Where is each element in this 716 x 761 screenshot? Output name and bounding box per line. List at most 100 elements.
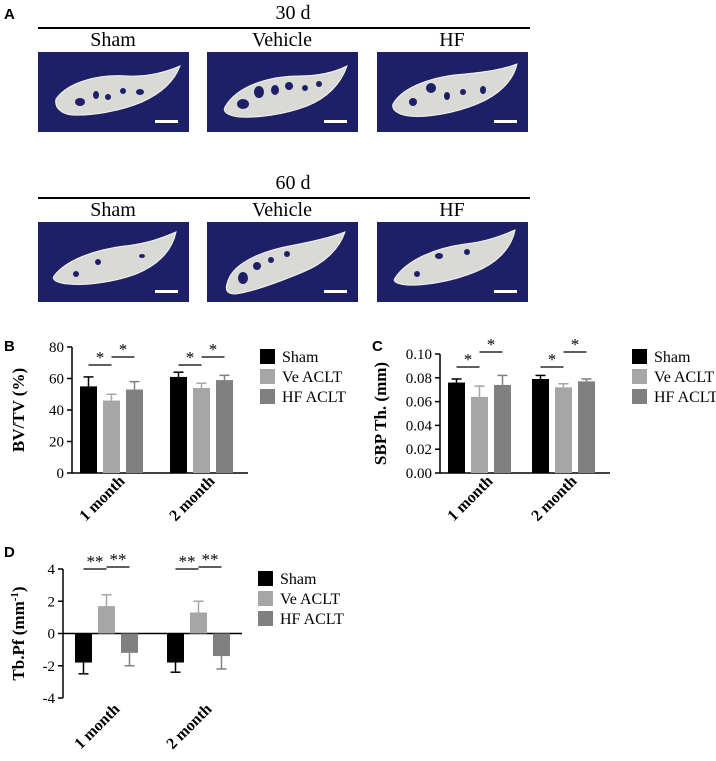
legend-swatch bbox=[258, 571, 273, 586]
legend-swatch bbox=[260, 369, 275, 384]
x-category-label: 2 month bbox=[166, 473, 218, 525]
bar bbox=[98, 606, 115, 634]
bar bbox=[170, 376, 187, 473]
significance-label: * bbox=[571, 335, 580, 354]
microct-image-vehicle-60d bbox=[207, 222, 358, 302]
scale-bar bbox=[155, 290, 178, 293]
significance-label: ** bbox=[179, 552, 196, 571]
panel-b-letter: B bbox=[4, 338, 15, 355]
significance-label: ** bbox=[87, 552, 104, 571]
bar bbox=[80, 386, 97, 473]
legend-swatch bbox=[260, 349, 275, 364]
scale-bar bbox=[494, 290, 517, 293]
bar bbox=[471, 396, 488, 473]
x-category-label: 1 month bbox=[71, 701, 123, 753]
bar bbox=[555, 387, 572, 473]
bar bbox=[216, 380, 233, 473]
bar bbox=[190, 612, 207, 634]
significance-label: * bbox=[96, 348, 105, 367]
group-label-vehicle-60d: Vehicle bbox=[252, 199, 312, 221]
microct-image-vehicle-30d bbox=[207, 52, 358, 132]
legend-label: Ve ACLT bbox=[654, 369, 715, 386]
significance-label: * bbox=[487, 335, 496, 354]
legend-swatch bbox=[632, 349, 647, 364]
y-tick-label: 0.08 bbox=[406, 371, 432, 387]
legend-swatch bbox=[258, 591, 273, 606]
bar bbox=[75, 633, 92, 663]
panel-d-letter: D bbox=[4, 544, 15, 561]
bar bbox=[193, 387, 210, 473]
significance-label: * bbox=[209, 340, 218, 359]
y-axis-label: Tb.Pf (mm-1) bbox=[9, 586, 28, 680]
microct-image-hf-60d bbox=[377, 222, 528, 302]
y-axis-label: BV/TV (%) bbox=[9, 368, 28, 452]
significance-label: * bbox=[548, 350, 557, 369]
y-tick-label: 2 bbox=[48, 594, 56, 610]
y-tick-label: 0 bbox=[57, 466, 65, 482]
bar bbox=[167, 633, 184, 663]
bar bbox=[494, 384, 511, 473]
panel-a-letter: A bbox=[4, 6, 15, 23]
x-category-label: 1 month bbox=[76, 473, 128, 525]
legend-label: HF ACLT bbox=[282, 389, 346, 406]
y-tick-label: -4 bbox=[43, 691, 56, 707]
y-tick-label: 0.06 bbox=[406, 395, 433, 411]
row-divider-60d bbox=[38, 197, 530, 199]
y-tick-label: 0 bbox=[48, 627, 56, 643]
microct-image-hf-30d bbox=[377, 52, 528, 132]
significance-label: * bbox=[119, 340, 128, 359]
scale-bar bbox=[494, 120, 517, 123]
y-tick-label: 0.02 bbox=[406, 442, 432, 458]
group-label-hf-60d: HF bbox=[439, 199, 465, 221]
y-tick-label: 0.00 bbox=[406, 466, 432, 482]
y-tick-label: 0.10 bbox=[406, 347, 432, 363]
legend-label: HF ACLT bbox=[654, 389, 716, 406]
bar bbox=[532, 378, 549, 473]
x-category-label: 1 month bbox=[444, 473, 496, 525]
bar bbox=[578, 381, 595, 473]
y-tick-label: 80 bbox=[49, 340, 64, 356]
legend-swatch bbox=[632, 369, 647, 384]
legend-swatch bbox=[632, 389, 647, 404]
significance-label: * bbox=[464, 350, 473, 369]
bar bbox=[213, 633, 230, 657]
legend-label: Sham bbox=[280, 571, 317, 588]
y-tick-label: -2 bbox=[43, 659, 56, 675]
y-tick-label: 0.04 bbox=[406, 418, 433, 434]
bar bbox=[103, 400, 120, 473]
legend-label: Sham bbox=[654, 349, 691, 366]
row-title-60d: 60 d bbox=[275, 172, 311, 194]
significance-label: ** bbox=[202, 550, 219, 569]
legend-swatch bbox=[260, 389, 275, 404]
bar bbox=[448, 382, 465, 473]
y-axis-label: SBP Th. (mm) bbox=[371, 362, 390, 465]
significance-label: * bbox=[186, 348, 195, 367]
legend-swatch bbox=[258, 611, 273, 626]
group-label-hf-30d: HF bbox=[439, 29, 465, 51]
y-tick-label: 40 bbox=[49, 403, 64, 419]
microct-image-sham-60d bbox=[38, 222, 189, 302]
scale-bar bbox=[324, 290, 347, 293]
chart-sbp-th: 0.00 0.02 0.04 0.06 0.08 0.10 SBP Th. (mm) 1 mo… bbox=[371, 335, 716, 525]
group-label-sham-30d: Sham bbox=[90, 29, 136, 51]
significance-label: ** bbox=[110, 550, 127, 569]
legend-label: HF ACLT bbox=[280, 611, 344, 628]
panel-c-letter: C bbox=[372, 338, 383, 355]
legend-label: Ve ACLT bbox=[282, 369, 343, 386]
chart-bv-tv: 0 20 40 60 80 BV/TV (%) 1 month 2 month * * * * Sham… bbox=[9, 340, 346, 525]
legend-label: Sham bbox=[282, 349, 319, 366]
chart-tb-pf: -4 -2 0 2 4 Tb.Pf (mm-1) 1 month 2 month ** ** ** *… bbox=[9, 550, 344, 753]
x-category-label: 2 month bbox=[163, 701, 215, 753]
row-divider-30d bbox=[38, 27, 530, 29]
y-tick-label: 20 bbox=[49, 435, 64, 451]
y-tick-label: 60 bbox=[49, 372, 64, 388]
x-category-label: 2 month bbox=[528, 473, 580, 525]
scale-bar bbox=[155, 120, 178, 123]
row-title-30d: 30 d bbox=[275, 2, 311, 24]
bar bbox=[126, 389, 143, 473]
group-label-vehicle-30d: Vehicle bbox=[252, 29, 312, 51]
y-tick-label: 4 bbox=[48, 562, 56, 578]
microct-image-sham-30d bbox=[38, 52, 189, 132]
bar bbox=[121, 633, 138, 653]
group-label-sham-60d: Sham bbox=[90, 199, 136, 221]
